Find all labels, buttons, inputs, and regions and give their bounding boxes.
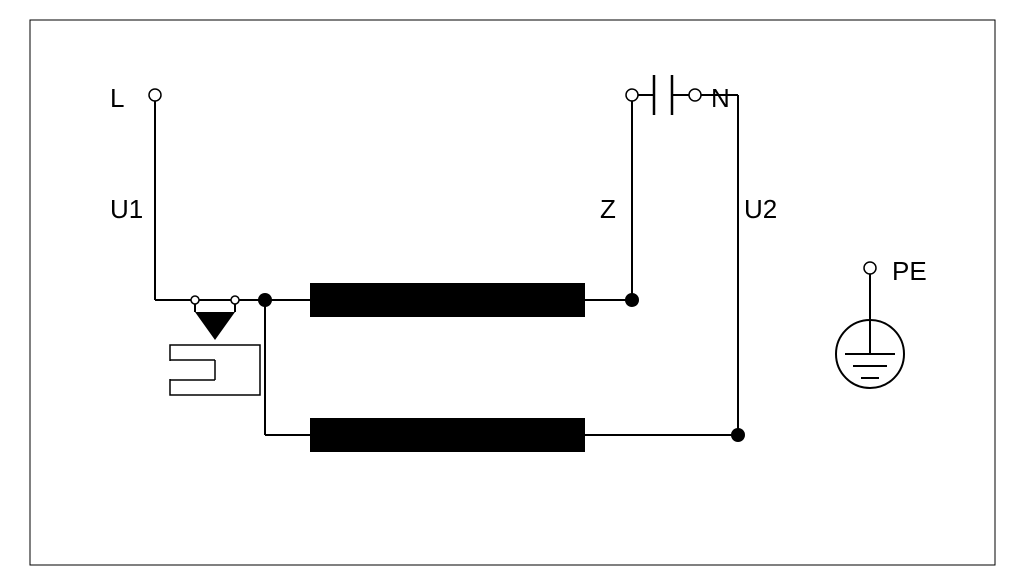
label-l: L xyxy=(110,83,124,113)
label-u1: U1 xyxy=(110,194,143,224)
terminal-cap-left xyxy=(626,89,638,101)
label-u2: U2 xyxy=(744,194,777,224)
terminal-n xyxy=(689,89,701,101)
junction-n1 xyxy=(258,293,272,307)
lamp-bar-2 xyxy=(310,418,585,452)
label-n: N xyxy=(711,83,730,113)
terminal-l xyxy=(149,89,161,101)
label-pe: PE xyxy=(892,256,927,286)
circuit-diagram: L N PE U1 Z U2 xyxy=(0,0,1024,586)
junction-n2 xyxy=(625,293,639,307)
terminal-pe xyxy=(864,262,876,274)
lamp-bar-1 xyxy=(310,283,585,317)
starter-terminal-right xyxy=(231,296,239,304)
label-z: Z xyxy=(600,194,616,224)
starter-terminal-left xyxy=(191,296,199,304)
junction-n3 xyxy=(731,428,745,442)
